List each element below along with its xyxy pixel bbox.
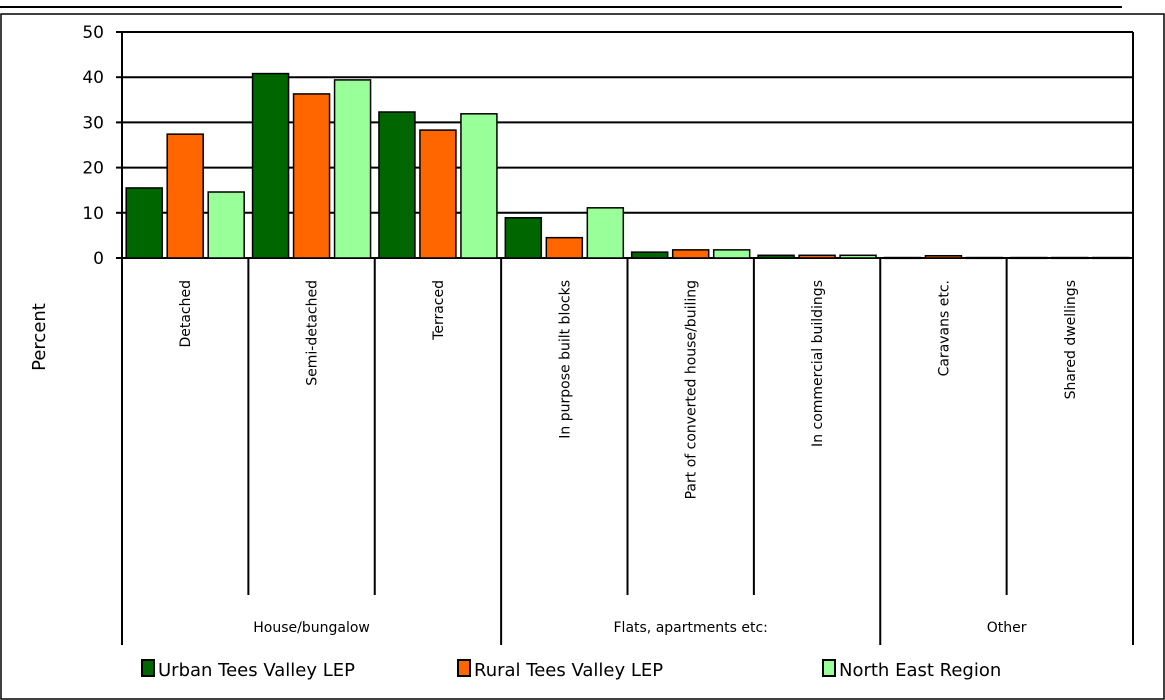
legend-swatch (141, 659, 155, 677)
bar (798, 254, 836, 259)
y-tick-label: 10 (82, 204, 104, 224)
bar (125, 187, 163, 259)
bar (166, 133, 204, 259)
bar (757, 254, 795, 259)
grid (122, 31, 1133, 259)
y-tick-label: 0 (93, 249, 104, 269)
labels: Detached Semi-detached Terraced In purpose … (178, 280, 1079, 636)
bar (586, 207, 625, 259)
bar (1010, 256, 1048, 260)
legend-swatch (822, 659, 836, 677)
legend-label: Rural Tees Valley LEP (474, 660, 663, 681)
bar (965, 256, 1004, 260)
bar (207, 191, 245, 259)
bar (839, 254, 877, 259)
category-label: Detached (178, 280, 194, 348)
category-label: In purpose built blocks (557, 280, 573, 439)
y-tick-label: 50 (82, 23, 104, 43)
bar (292, 93, 331, 259)
bar (1092, 256, 1130, 260)
bar (630, 251, 669, 259)
category-label: Caravans etc. (936, 280, 952, 376)
bars (125, 72, 1130, 260)
category-label: Shared dwellings (1063, 280, 1079, 399)
bar (671, 249, 710, 259)
legend: Urban Tees Valley LEP Rural Tees Valley L… (141, 659, 1001, 681)
y-tick-label: 30 (82, 113, 104, 133)
y-tick-label: 40 (82, 68, 104, 88)
bar (333, 79, 372, 259)
group-label: Flats, apartments etc: (614, 620, 768, 636)
axes: 0 10 20 30 40 50 (82, 23, 1134, 645)
category-label: Semi-detached (305, 280, 321, 386)
category-label: Terraced (431, 280, 447, 341)
bar (419, 129, 457, 259)
group-label: Other (987, 620, 1027, 636)
legend-label: North East Region (839, 660, 1001, 681)
category-label: In commercial buildings (810, 280, 826, 447)
bar (1051, 256, 1089, 260)
bar (460, 113, 498, 259)
bar (378, 111, 416, 259)
y-axis-label: Percent (29, 303, 50, 371)
bar (883, 256, 922, 260)
legend-swatch (457, 659, 471, 677)
outer-border (0, 13, 1165, 700)
category-label: Part of converted house/builing (684, 280, 700, 499)
bar (924, 254, 963, 259)
bar (545, 236, 584, 259)
legend-label: Urban Tees Valley LEP (158, 660, 355, 681)
y-tick-label: 20 (82, 159, 104, 179)
bar (504, 217, 543, 259)
group-label: House/bungalow (253, 620, 370, 636)
bar (251, 72, 290, 259)
bar (712, 249, 751, 259)
